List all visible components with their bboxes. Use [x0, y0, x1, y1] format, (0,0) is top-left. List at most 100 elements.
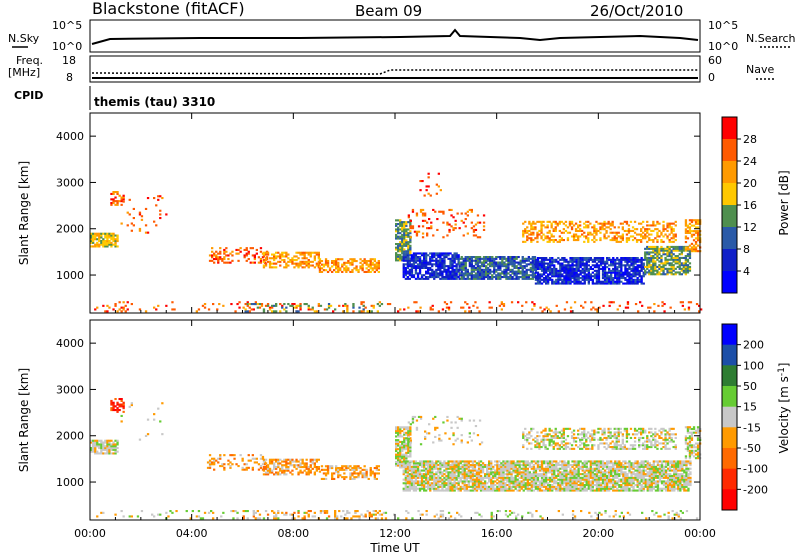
heatmap-cell: [376, 310, 379, 313]
heatmap-cell: [684, 237, 688, 240]
heatmap-cell: [451, 478, 454, 481]
heatmap-cell: [652, 258, 655, 261]
heatmap-cell: [424, 214, 427, 217]
heatmap-cell: [427, 172, 430, 175]
heatmap-cell: [510, 476, 513, 479]
heatmap-cell: [341, 467, 344, 470]
heatmap-cell: [531, 274, 534, 277]
heatmap-cell: [112, 243, 115, 246]
heatmap-cell: [540, 260, 544, 263]
heatmap-cell: [617, 240, 620, 243]
heatmap-cell: [414, 485, 418, 488]
heatmap-cell: [498, 465, 501, 468]
heatmap-cell: [258, 303, 262, 306]
heatmap-cell: [116, 403, 119, 406]
heatmap-cell: [415, 310, 418, 313]
heatmap-cell: [542, 269, 546, 272]
heatmap-cell: [496, 464, 499, 467]
heatmap-cell: [120, 196, 123, 199]
heatmap-cell: [555, 258, 558, 261]
heatmap-cell: [410, 469, 414, 472]
heatmap-cell: [471, 476, 475, 479]
heatmap-cell: [404, 270, 407, 273]
heatmap-cell: [470, 272, 473, 275]
heatmap-cell: [420, 265, 424, 268]
heatmap-cell: [266, 473, 270, 476]
heatmap-cell: [608, 304, 611, 307]
heatmap-cell: [522, 222, 525, 225]
heatmap-cell: [345, 265, 348, 268]
heatmap-cell: [104, 240, 107, 243]
heatmap-cell: [575, 271, 578, 274]
heatmap-cell: [415, 234, 419, 237]
heatmap-cell: [577, 226, 580, 229]
heatmap-cell: [246, 310, 249, 313]
heatmap-cell: [369, 468, 372, 471]
heatmap-cell: [504, 476, 507, 479]
heatmap-cell: [607, 220, 610, 223]
heatmap-cell: [676, 265, 679, 268]
heatmap-cell: [638, 233, 641, 236]
heatmap-cell: [454, 219, 457, 222]
heatmap-cell: [126, 308, 129, 311]
heatmap-cell: [670, 237, 673, 240]
heatmap-cell: [345, 467, 348, 470]
heatmap-cell: [458, 265, 461, 268]
heatmap-cell: [165, 304, 168, 307]
heatmap-cell: [473, 489, 477, 492]
heatmap-cell: [668, 255, 671, 258]
heatmap-cell: [646, 229, 649, 232]
heatmap-cell: [540, 489, 544, 492]
heatmap-cell: [525, 272, 528, 275]
heatmap-cell: [581, 277, 584, 280]
heatmap-cell: [405, 442, 408, 445]
heatmap-cell: [632, 257, 635, 260]
heatmap-cell: [104, 448, 107, 451]
heatmap-cell: [565, 260, 568, 263]
heatmap-cell: [568, 220, 572, 223]
heatmap-cell: [599, 258, 603, 261]
heatmap-cell: [547, 273, 550, 276]
heatmap-cell: [266, 469, 270, 472]
heatmap-cell: [369, 467, 372, 470]
heatmap-cell: [406, 272, 409, 275]
heatmap-cell: [542, 482, 546, 485]
heatmap-cell: [522, 240, 525, 243]
heatmap-cell: [407, 306, 410, 309]
heatmap-cell: [561, 267, 564, 270]
heatmap-cell: [231, 254, 234, 257]
heatmap-cell: [551, 269, 554, 272]
heatmap-cell: [404, 482, 407, 485]
heatmap-cell: [680, 253, 683, 256]
heatmap-cell: [311, 306, 314, 309]
heatmap-cell: [481, 478, 485, 481]
heatmap-cell: [410, 476, 414, 479]
heatmap-cell: [460, 257, 463, 260]
heatmap-cell: [355, 260, 358, 263]
heatmap-cell: [369, 474, 372, 477]
heatmap-cell: [412, 469, 416, 472]
heatmap-cell: [522, 231, 525, 234]
heatmap-cell: [688, 231, 692, 234]
heatmap-cell: [518, 469, 521, 472]
heatmap-cell: [455, 464, 458, 467]
heatmap-cell: [303, 260, 306, 263]
heatmap-cell: [569, 273, 572, 276]
heatmap-cell: [628, 277, 631, 280]
heatmap-cell: [491, 261, 494, 264]
heatmap-cell: [577, 269, 580, 272]
heatmap-cell: [593, 264, 597, 267]
heatmap-cell: [447, 274, 450, 277]
heatmap-cell: [279, 260, 282, 263]
heatmap-cell: [625, 240, 629, 243]
heatmap-cell: [94, 452, 97, 455]
heatmap-cell: [530, 460, 533, 463]
heatmap-cell: [571, 266, 574, 269]
heatmap-cell: [486, 464, 489, 467]
heatmap-cell: [425, 485, 428, 488]
heatmap-cell: [262, 260, 266, 263]
heatmap-cell: [409, 225, 412, 228]
heatmap-cell: [672, 267, 675, 270]
heatmap-cell: [534, 484, 538, 487]
heatmap-cell: [666, 267, 669, 270]
